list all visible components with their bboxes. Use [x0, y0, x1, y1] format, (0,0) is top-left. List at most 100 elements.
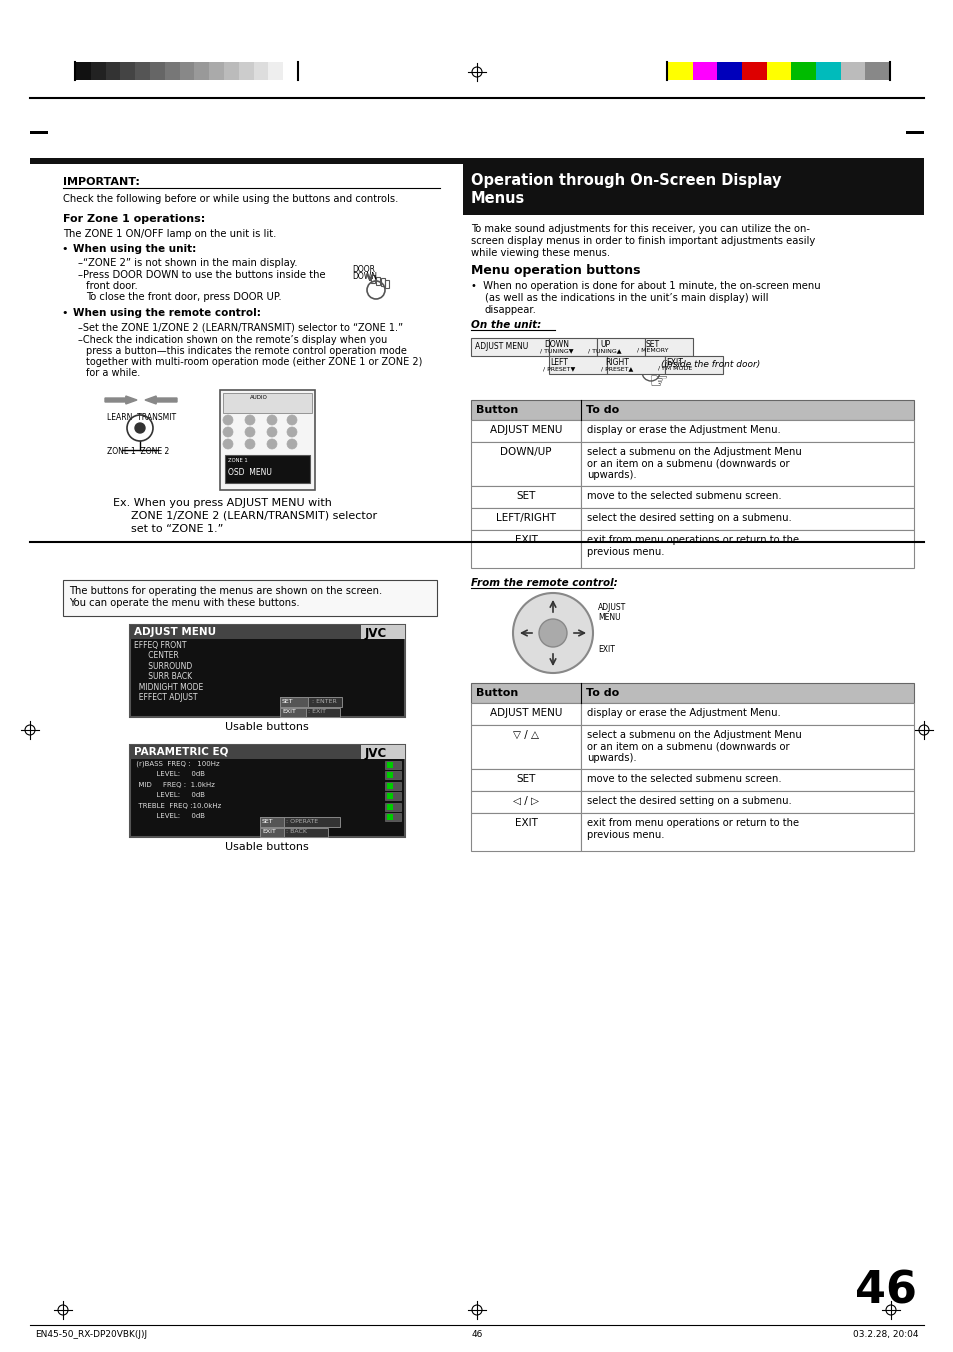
Bar	[471, 338, 548, 356]
Text: press a button—this indicates the remote control operation mode: press a button—this indicates the remote…	[86, 346, 406, 356]
Bar	[864, 62, 889, 80]
Text: front door.: front door.	[86, 281, 137, 291]
Text: display or erase the Adjustment Menu.: display or erase the Adjustment Menu.	[586, 425, 780, 435]
Text: To do: To do	[585, 688, 618, 698]
Text: disappear.: disappear.	[484, 306, 537, 315]
Bar	[130, 745, 360, 758]
Text: –Press DOOR DOWN to use the buttons inside the: –Press DOOR DOWN to use the buttons insi…	[78, 270, 325, 280]
Bar	[360, 625, 405, 639]
Text: / TUNING▼: / TUNING▼	[539, 347, 573, 353]
Text: LEVEL:     0dB: LEVEL: 0dB	[133, 772, 205, 777]
Text: From the remote control:: From the remote control:	[471, 579, 618, 588]
Bar	[375, 277, 379, 284]
Text: together with multi-room operation mode (either ZONE 1 or ZONE 2): together with multi-room operation mode …	[86, 357, 422, 366]
Text: (r)BASS  FREQ :   100Hz: (r)BASS FREQ : 100Hz	[133, 761, 219, 768]
Text: select a submenu on the Adjustment Menu
or an item on a submenu (downwards or
up: select a submenu on the Adjustment Menu …	[586, 730, 801, 763]
Text: select a submenu on the Adjustment Menu
or an item on a submenu (downwards or
up: select a submenu on the Adjustment Menu …	[586, 448, 801, 480]
Bar	[360, 745, 405, 758]
Text: SET: SET	[262, 819, 274, 823]
Bar	[644, 338, 692, 356]
Text: PARAMETRIC EQ: PARAMETRIC EQ	[133, 748, 228, 757]
Text: UP: UP	[599, 339, 609, 349]
Bar	[253, 62, 269, 80]
Bar	[280, 708, 306, 717]
Text: Check the following before or while using the buttons and controls.: Check the following before or while usin…	[63, 193, 398, 204]
Text: The buttons for operating the menus are shown on the screen.: The buttons for operating the menus are …	[69, 585, 382, 596]
Text: / PRESET▼: / PRESET▼	[542, 366, 575, 370]
Bar	[220, 389, 314, 489]
Text: MENU: MENU	[598, 612, 620, 622]
Circle shape	[267, 415, 276, 425]
Bar	[130, 745, 405, 837]
Text: ☞: ☞	[647, 372, 667, 392]
Text: display or erase the Adjustment Menu.: display or erase the Adjustment Menu.	[586, 708, 780, 718]
Bar	[238, 62, 253, 80]
Bar	[580, 485, 913, 508]
Circle shape	[245, 415, 254, 425]
Text: (as well as the indications in the unit’s main display) will: (as well as the indications in the unit’…	[484, 293, 768, 303]
Text: To do: To do	[585, 406, 618, 415]
Text: RIGHT: RIGHT	[604, 358, 628, 366]
Text: •: •	[61, 308, 68, 318]
Bar	[387, 783, 393, 790]
Bar	[385, 280, 389, 288]
Bar	[106, 62, 121, 80]
Bar	[385, 792, 400, 800]
Bar	[224, 62, 239, 80]
Bar	[135, 62, 151, 80]
Bar	[387, 772, 393, 779]
Bar	[30, 158, 923, 164]
Bar	[471, 508, 580, 530]
Text: ZONE 1/ZONE 2 (LEARN/TRANSMIT) selector: ZONE 1/ZONE 2 (LEARN/TRANSMIT) selector	[131, 511, 376, 521]
Text: select the desired setting on a submenu.: select the desired setting on a submenu.	[586, 796, 791, 806]
Text: ZONE 1: ZONE 1	[228, 458, 248, 462]
Text: The ZONE 1 ON/OFF lamp on the unit is lit.: The ZONE 1 ON/OFF lamp on the unit is li…	[63, 228, 276, 239]
Bar	[580, 703, 913, 725]
Bar	[63, 580, 436, 617]
Bar	[76, 62, 91, 80]
Bar	[606, 356, 664, 375]
Text: screen display menus in order to finish important adjustments easily: screen display menus in order to finish …	[471, 237, 815, 246]
Text: When using the remote control:: When using the remote control:	[73, 308, 260, 318]
Text: On the unit:: On the unit:	[471, 320, 540, 330]
Circle shape	[287, 439, 296, 449]
Text: / PRESET▲: / PRESET▲	[600, 366, 633, 370]
Circle shape	[267, 439, 276, 449]
Bar	[150, 62, 165, 80]
Text: EFFEQ FRONT: EFFEQ FRONT	[133, 641, 186, 650]
Text: Button: Button	[476, 406, 517, 415]
Bar	[194, 62, 210, 80]
Bar	[580, 508, 913, 530]
Bar	[905, 131, 923, 134]
Text: EFFECT ADJUST: EFFECT ADJUST	[133, 694, 197, 703]
Text: EXIT: EXIT	[666, 358, 682, 366]
Bar	[280, 708, 339, 717]
Text: EXIT: EXIT	[514, 535, 537, 545]
Bar	[580, 791, 913, 813]
Bar	[580, 769, 913, 791]
Text: set to “ZONE 1.”: set to “ZONE 1.”	[131, 525, 223, 534]
Text: 46: 46	[471, 1330, 482, 1338]
Text: exit from menu operations or return to the
previous menu.: exit from menu operations or return to t…	[586, 535, 799, 557]
Text: EN45-50_RX-DP20VBK(J)J: EN45-50_RX-DP20VBK(J)J	[35, 1330, 147, 1338]
Bar	[165, 62, 180, 80]
Text: ADJUST MENU: ADJUST MENU	[133, 627, 216, 637]
Circle shape	[245, 439, 254, 449]
Text: DOWN/UP: DOWN/UP	[499, 448, 551, 457]
Bar	[30, 131, 48, 134]
Bar	[580, 420, 913, 442]
Text: EXIT: EXIT	[598, 645, 615, 654]
Bar	[387, 814, 393, 821]
Bar	[385, 814, 400, 822]
Text: DOWN: DOWN	[544, 339, 569, 349]
Bar	[462, 164, 923, 215]
Text: : BACK: : BACK	[286, 829, 307, 834]
Bar	[471, 485, 580, 508]
Bar	[580, 442, 913, 485]
Bar	[120, 62, 135, 80]
Bar	[580, 725, 913, 769]
Bar	[741, 62, 766, 80]
Bar	[223, 393, 312, 412]
Bar	[260, 827, 328, 837]
Text: SURR BACK: SURR BACK	[133, 672, 192, 681]
